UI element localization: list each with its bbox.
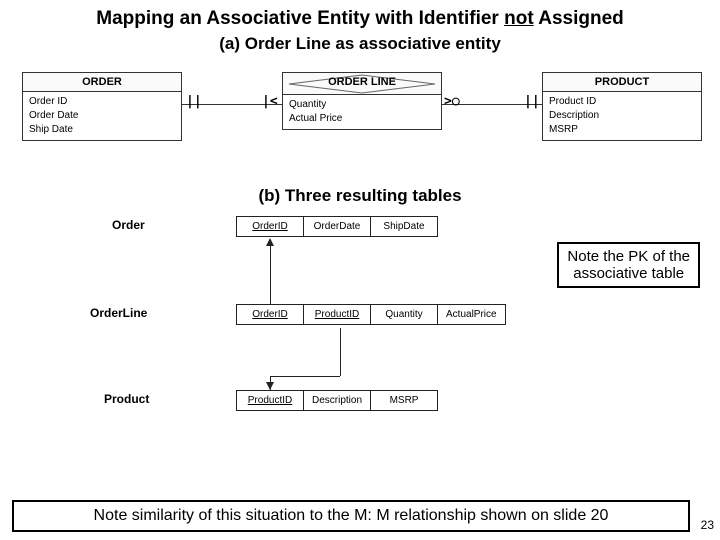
col: Description bbox=[303, 390, 371, 411]
card-right-far: || bbox=[524, 94, 540, 109]
card-right-near: >○ bbox=[444, 94, 460, 109]
arrowhead-icon bbox=[266, 382, 274, 390]
page-number: 23 bbox=[701, 518, 714, 532]
er-diagram: ORDER Order ID Order Date Ship Date ORDE… bbox=[12, 64, 708, 174]
entity-order: ORDER Order ID Order Date Ship Date bbox=[22, 72, 182, 141]
card-left-near: || bbox=[186, 94, 202, 109]
note-pk: Note the PK of the associative table bbox=[557, 242, 700, 288]
title-post: Assigned bbox=[534, 8, 624, 29]
attr: Description bbox=[549, 109, 695, 123]
col: ActualPrice bbox=[437, 304, 506, 325]
entity-orderline-attrs: Quantity Actual Price bbox=[283, 95, 441, 129]
attr: Actual Price bbox=[289, 112, 435, 126]
entity-orderline-title: ORDER LINE bbox=[328, 76, 396, 88]
col: OrderID bbox=[236, 304, 304, 325]
col: Quantity bbox=[370, 304, 438, 325]
attr: Product ID bbox=[549, 95, 695, 109]
attr: Order ID bbox=[29, 95, 175, 109]
arrow-orderid bbox=[270, 240, 271, 304]
entity-order-header: ORDER bbox=[23, 73, 181, 92]
tbl-product-label: Product bbox=[104, 392, 149, 406]
col: ShipDate bbox=[370, 216, 438, 237]
footnote: Note similarity of this situation to the… bbox=[12, 500, 690, 532]
subtitle-a: (a) Order Line as associative entity bbox=[0, 32, 720, 60]
note-line: Note the PK of the bbox=[567, 248, 690, 265]
col: MSRP bbox=[370, 390, 438, 411]
tbl-order: OrderID OrderDate ShipDate bbox=[237, 216, 438, 237]
subtitle-b: (b) Three resulting tables bbox=[0, 178, 720, 212]
tbl-orderline-label: OrderLine bbox=[90, 306, 147, 320]
card-left-far: |< bbox=[262, 94, 278, 109]
entity-product: PRODUCT Product ID Description MSRP bbox=[542, 72, 702, 141]
attr: Quantity bbox=[289, 98, 435, 112]
attr: Order Date bbox=[29, 109, 175, 123]
arrow-productid-h bbox=[270, 376, 340, 377]
slide-title: Mapping an Associative Entity with Ident… bbox=[0, 0, 720, 32]
col: OrderID bbox=[236, 216, 304, 237]
col: ProductID bbox=[236, 390, 304, 411]
col: OrderDate bbox=[303, 216, 371, 237]
attr: MSRP bbox=[549, 123, 695, 137]
tables-diagram: Order OrderID OrderDate ShipDate OrderLi… bbox=[12, 212, 708, 422]
title-pre: Mapping an Associative Entity with Ident… bbox=[96, 8, 504, 29]
tbl-orderline: OrderID ProductID Quantity ActualPrice bbox=[237, 304, 506, 325]
title-underline: not bbox=[504, 8, 534, 29]
arrow-productid-v1 bbox=[340, 328, 341, 376]
entity-orderline: ORDER LINE Quantity Actual Price bbox=[282, 72, 442, 130]
tbl-product: ProductID Description MSRP bbox=[237, 390, 438, 411]
note-line: associative table bbox=[567, 265, 690, 282]
entity-product-header: PRODUCT bbox=[543, 73, 701, 92]
arrowhead-icon bbox=[266, 238, 274, 246]
attr: Ship Date bbox=[29, 123, 175, 137]
entity-order-attrs: Order ID Order Date Ship Date bbox=[23, 92, 181, 140]
col: ProductID bbox=[303, 304, 371, 325]
entity-orderline-header: ORDER LINE bbox=[283, 73, 441, 95]
entity-product-attrs: Product ID Description MSRP bbox=[543, 92, 701, 140]
tbl-order-label: Order bbox=[112, 218, 145, 232]
